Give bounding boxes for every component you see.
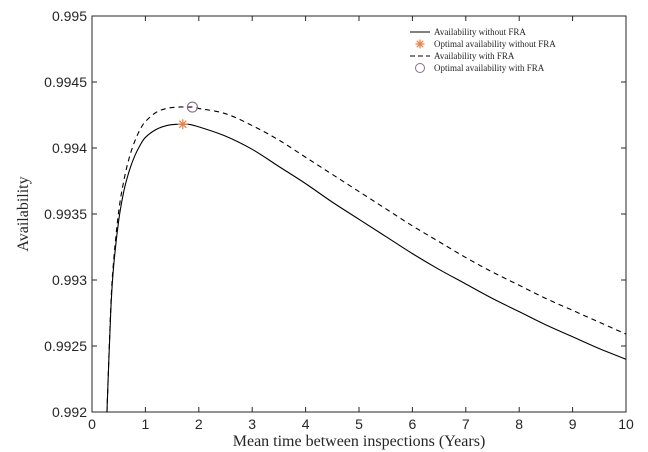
series-line-without-fra bbox=[106, 123, 627, 413]
plot-frame bbox=[91, 15, 627, 413]
x-tick-label: 4 bbox=[302, 416, 310, 432]
y-tick-label: 0.9925 bbox=[44, 338, 87, 354]
y-tick-label: 0.993 bbox=[52, 272, 87, 288]
legend-entry: Availability with FRA bbox=[410, 51, 515, 61]
marker-layer bbox=[177, 101, 198, 130]
x-tick-label: 3 bbox=[248, 416, 256, 432]
x-tick-label: 2 bbox=[195, 416, 203, 432]
x-tick-label: 8 bbox=[515, 416, 523, 432]
legend-entry: Availability without FRA bbox=[410, 27, 526, 37]
y-tick-label: 0.994 bbox=[52, 140, 87, 156]
y-tick-label: 0.995 bbox=[52, 8, 87, 24]
x-tick-label: 6 bbox=[409, 416, 417, 432]
y-tick-label: 0.9945 bbox=[44, 74, 87, 90]
x-tick-label: 1 bbox=[142, 416, 150, 432]
legend-label: Optimal availability without FRA bbox=[434, 39, 556, 49]
legend-entry: Optimal availability without FRA bbox=[415, 39, 556, 49]
optimal-marker-with-fra bbox=[186, 101, 198, 113]
x-axis-ticks: 0 1 2 3 4 5 6 7 8 9 10 bbox=[88, 16, 634, 432]
series-layer bbox=[106, 106, 627, 413]
x-tick-label: 10 bbox=[618, 416, 634, 432]
x-tick-label: 0 bbox=[88, 416, 96, 432]
x-tick-label: 5 bbox=[355, 416, 363, 432]
y-tick-label: 0.9935 bbox=[44, 206, 87, 222]
y-axis-ticks: 0.992 0.9925 0.993 0.9935 0.994 0.9945 0.995 bbox=[44, 8, 626, 420]
legend-swatch-circle bbox=[415, 63, 425, 73]
y-axis-label: Availability bbox=[15, 176, 32, 251]
x-axis-label: Mean time between inspections (Years) bbox=[233, 433, 486, 450]
legend-entry: Optimal availability with FRA bbox=[415, 63, 545, 73]
plot-area bbox=[91, 15, 627, 413]
series-line-with-fra bbox=[106, 106, 627, 413]
legend-label: Availability without FRA bbox=[434, 27, 526, 37]
legend-swatch-asterisk bbox=[415, 39, 425, 49]
legend-label: Availability with FRA bbox=[434, 51, 515, 61]
legend-label: Optimal availability with FRA bbox=[434, 63, 545, 73]
y-tick-label: 0.992 bbox=[52, 404, 87, 420]
legend: Availability without FRA Optimal availabi… bbox=[410, 27, 556, 73]
optimal-marker-without-fra bbox=[177, 119, 188, 130]
x-tick-label: 9 bbox=[569, 416, 577, 432]
x-tick-label: 7 bbox=[462, 416, 470, 432]
